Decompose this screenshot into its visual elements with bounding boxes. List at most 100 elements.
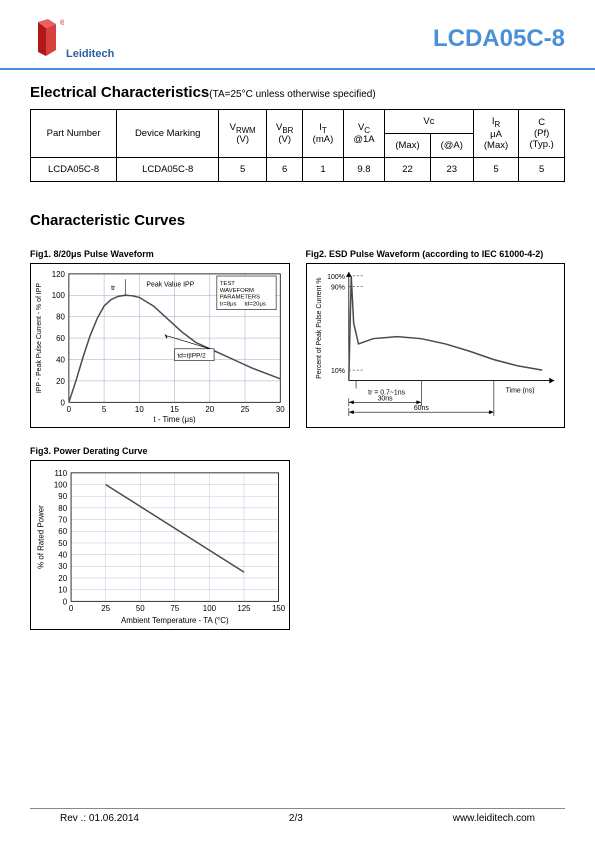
svg-text:% of Rated Power: % of Rated Power <box>36 505 45 569</box>
svg-text:20: 20 <box>58 574 67 583</box>
fig1-chart: 051015202530020406080100120t - Time (μs)… <box>30 263 290 428</box>
svg-text:50: 50 <box>58 539 67 548</box>
fig2-chart: 100% 90% 10% Time (ns) Percent of Peak Pulse… <box>306 263 566 428</box>
cell-ir: 5 <box>473 158 519 182</box>
svg-text:10%: 10% <box>331 368 345 375</box>
svg-text:td=t|IPP/2: td=t|IPP/2 <box>178 353 207 360</box>
svg-text:td=20μs: td=20μs <box>245 302 266 308</box>
svg-text:150: 150 <box>272 604 286 613</box>
col-part: Part Number <box>31 110 117 158</box>
logo-icon: ® <box>30 18 64 60</box>
svg-text:30: 30 <box>58 562 67 571</box>
svg-text:120: 120 <box>52 270 66 279</box>
svg-text:tr=8μs: tr=8μs <box>220 302 237 308</box>
svg-text:90%: 90% <box>331 284 345 291</box>
col-ir: IRμA(Max) <box>473 110 519 158</box>
svg-text:100: 100 <box>203 604 217 613</box>
specs-table: Part Number Device Marking VRWM(V) VBR(V… <box>30 109 565 182</box>
svg-text:25: 25 <box>241 405 250 414</box>
svg-text:20: 20 <box>205 405 214 414</box>
col-vcmax: (Max) <box>385 134 431 158</box>
svg-text:20: 20 <box>56 377 65 386</box>
table-header-row: Part Number Device Marking VRWM(V) VBR(V… <box>31 110 565 134</box>
svg-text:100: 100 <box>54 481 68 490</box>
col-marking: Device Marking <box>117 110 219 158</box>
svg-text:0: 0 <box>67 405 72 414</box>
svg-text:®: ® <box>60 19 64 27</box>
cell-vc1a: 9.8 <box>343 158 384 182</box>
svg-text:IPP - Peak Pulse Current - % o: IPP - Peak Pulse Current - % of IPP <box>36 283 43 393</box>
svg-text:10: 10 <box>58 586 67 595</box>
footer-url: www.leiditech.com <box>453 813 535 824</box>
svg-text:10: 10 <box>135 405 144 414</box>
svg-text:0: 0 <box>69 604 74 613</box>
svg-text:0: 0 <box>63 597 68 606</box>
part-title: LCDA05C-8 <box>433 25 565 53</box>
svg-text:Ambient Temperature - TA (°C): Ambient Temperature - TA (°C) <box>121 616 229 625</box>
svg-text:30: 30 <box>276 405 285 414</box>
table-row: LCDA05C-8 LCDA05C-8 5 6 1 9.8 22 23 5 5 <box>31 158 565 182</box>
fig2-col: Fig2. ESD Pulse Waveform (according to I… <box>306 249 566 428</box>
svg-text:t - Time (μs): t - Time (μs) <box>153 415 196 424</box>
svg-text:80: 80 <box>58 504 67 513</box>
svg-text:80: 80 <box>56 313 65 322</box>
page-footer: Rev .: 01.06.2014 2/3 www.leiditech.com <box>30 808 565 824</box>
cell-vrwm: 5 <box>219 158 267 182</box>
curves-heading: Characteristic Curves <box>30 212 565 229</box>
cell-part: LCDA05C-8 <box>31 158 117 182</box>
svg-text:70: 70 <box>58 516 67 525</box>
fig-row-1: Fig1. 8/20μs Pulse Waveform 0 5 10 15 20 25 30… <box>30 249 565 428</box>
col-vrwm: VRWM(V) <box>219 110 267 158</box>
svg-text:90: 90 <box>58 492 67 501</box>
svg-text:40: 40 <box>56 355 65 364</box>
svg-text:Time (ns): Time (ns) <box>505 387 534 394</box>
fig2-label: Fig2. ESD Pulse Waveform (according to I… <box>306 249 566 259</box>
svg-text:100%: 100% <box>327 274 345 281</box>
col-vc1a: VC@1A <box>343 110 384 158</box>
cell-vca: 23 <box>430 158 473 182</box>
brand-logo: ® Leiditech <box>30 18 114 60</box>
svg-text:50: 50 <box>136 604 145 613</box>
svg-text:Peak Value IPP: Peak Value IPP <box>146 282 194 289</box>
footer-rev: Rev .: 01.06.2014 <box>60 813 139 824</box>
svg-text:75: 75 <box>170 604 179 613</box>
fig3-label: Fig3. Power Derating Curve <box>30 446 565 456</box>
svg-text:tr: tr <box>111 285 116 292</box>
cell-marking: LCDA05C-8 <box>117 158 219 182</box>
svg-text:125: 125 <box>237 604 251 613</box>
svg-text:30ns: 30ns <box>377 395 393 402</box>
fig-row-2: Fig3. Power Derating Curve 0255075100125… <box>30 446 565 630</box>
electrical-section: Electrical Characteristics(TA=25°C unles… <box>0 70 595 182</box>
svg-text:PARAMETERS: PARAMETERS <box>220 295 260 301</box>
electrical-heading: Electrical Characteristics(TA=25°C unles… <box>30 84 565 101</box>
heading-subtitle: (TA=25°C unless otherwise specified) <box>209 89 375 100</box>
svg-text:0: 0 <box>61 398 66 407</box>
svg-text:25: 25 <box>101 604 110 613</box>
fig1-col: Fig1. 8/20μs Pulse Waveform 0 5 10 15 20 25 30… <box>30 249 290 428</box>
svg-text:60ns: 60ns <box>413 405 429 412</box>
col-c: C(Pf)(Typ.) <box>519 110 565 158</box>
cell-it: 1 <box>303 158 344 182</box>
cell-c: 5 <box>519 158 565 182</box>
svg-text:WAVEFORM: WAVEFORM <box>220 288 254 294</box>
col-vc: Vc <box>385 110 474 134</box>
col-it: IT(mA) <box>303 110 344 158</box>
svg-text:100: 100 <box>52 291 66 300</box>
curves-section: Characteristic Curves Fig1. 8/20μs Pulse… <box>0 182 595 630</box>
svg-text:40: 40 <box>58 551 67 560</box>
cell-vcmax: 22 <box>385 158 431 182</box>
svg-text:Percent of Peak Pulse Current: Percent of Peak Pulse Current % <box>316 278 323 379</box>
svg-text:5: 5 <box>102 405 107 414</box>
svg-text:TEST: TEST <box>220 281 235 287</box>
svg-text:15: 15 <box>170 405 179 414</box>
footer-page: 2/3 <box>289 813 303 824</box>
fig1-label: Fig1. 8/20μs Pulse Waveform <box>30 249 290 259</box>
brand-name: Leiditech <box>66 48 114 60</box>
fig3-chart: 0255075100125150010203040506070809010011… <box>30 460 290 630</box>
svg-text:110: 110 <box>55 469 68 478</box>
cell-vbr: 6 <box>267 158 303 182</box>
svg-text:60: 60 <box>58 527 67 536</box>
heading-text: Electrical Characteristics <box>30 84 209 101</box>
col-vca: (@A) <box>430 134 473 158</box>
col-vbr: VBR(V) <box>267 110 303 158</box>
